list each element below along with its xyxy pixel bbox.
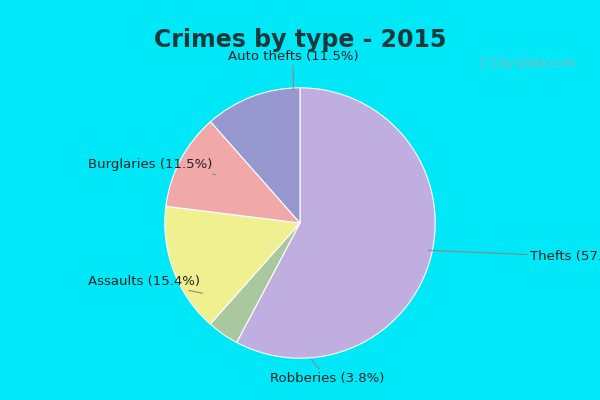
Wedge shape <box>165 206 300 324</box>
Wedge shape <box>210 223 300 342</box>
Text: Crimes by type - 2015: Crimes by type - 2015 <box>154 28 446 52</box>
Text: Thefts (57.7%): Thefts (57.7%) <box>428 250 600 263</box>
Wedge shape <box>166 122 300 223</box>
Text: Burglaries (11.5%): Burglaries (11.5%) <box>88 158 216 175</box>
Wedge shape <box>236 88 435 358</box>
Text: ⓘ City-Data.com: ⓘ City-Data.com <box>479 57 574 70</box>
Text: Assaults (15.4%): Assaults (15.4%) <box>88 275 203 293</box>
Text: Robberies (3.8%): Robberies (3.8%) <box>270 360 384 385</box>
Wedge shape <box>211 88 300 223</box>
Text: Auto thefts (11.5%): Auto thefts (11.5%) <box>228 50 359 90</box>
